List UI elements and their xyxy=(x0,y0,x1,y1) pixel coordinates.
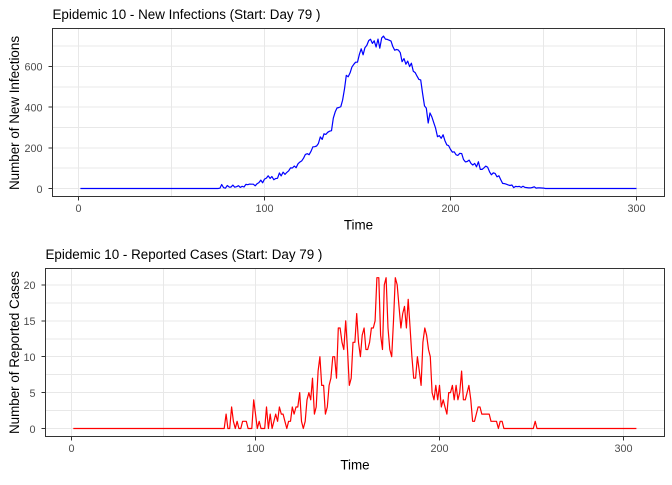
svg-text:100: 100 xyxy=(246,443,264,455)
svg-text:Number of Reported Cases: Number of Reported Cases xyxy=(7,271,22,434)
svg-text:0: 0 xyxy=(29,424,35,436)
svg-text:Number of New Infections: Number of New Infections xyxy=(7,36,22,190)
svg-text:600: 600 xyxy=(24,62,42,74)
svg-text:400: 400 xyxy=(24,102,42,114)
svg-text:0: 0 xyxy=(36,184,42,196)
svg-text:20: 20 xyxy=(23,280,35,292)
svg-text:200: 200 xyxy=(441,203,459,215)
svg-text:5: 5 xyxy=(29,388,35,400)
svg-text:0: 0 xyxy=(75,203,81,215)
svg-text:300: 300 xyxy=(614,443,632,455)
svg-text:Epidemic 10 - New Infections (: Epidemic 10 - New Infections (Start: Day… xyxy=(53,7,321,22)
svg-text:300: 300 xyxy=(627,203,645,215)
svg-text:Time: Time xyxy=(340,458,369,473)
svg-text:Time: Time xyxy=(344,218,373,233)
svg-text:15: 15 xyxy=(23,316,35,328)
svg-text:10: 10 xyxy=(23,352,35,364)
svg-text:200: 200 xyxy=(24,143,42,155)
svg-text:200: 200 xyxy=(430,443,448,455)
svg-text:0: 0 xyxy=(68,443,74,455)
svg-text:100: 100 xyxy=(255,203,273,215)
svg-text:Epidemic 10 - Reported Cases (: Epidemic 10 - Reported Cases (Start: Day… xyxy=(46,247,323,262)
